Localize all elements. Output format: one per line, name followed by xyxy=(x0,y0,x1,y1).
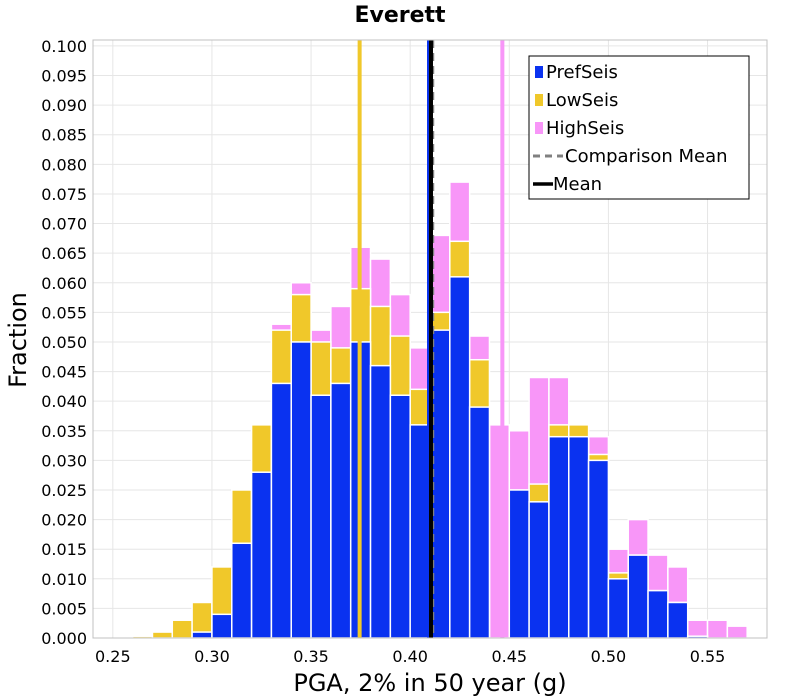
x-tick-label: 0.25 xyxy=(95,647,131,666)
y-tick-label: 0.000 xyxy=(41,629,87,648)
y-axis-label: Fraction xyxy=(4,292,32,388)
x-tick-label: 0.55 xyxy=(690,647,726,666)
y-tick-label: 0.080 xyxy=(41,155,87,174)
y-tick-label: 0.055 xyxy=(41,303,87,322)
y-tick-label: 0.100 xyxy=(41,37,87,56)
bar-prefseis xyxy=(369,364,392,639)
bars xyxy=(131,181,748,639)
bar-prefseis xyxy=(290,341,312,639)
x-tick-label: 0.30 xyxy=(194,647,230,666)
bar-prefseis xyxy=(191,631,213,639)
y-tick-label: 0.020 xyxy=(41,511,87,530)
bar-highseis xyxy=(488,424,511,639)
bar-prefseis xyxy=(667,601,689,639)
chart-title: Everett xyxy=(354,3,446,28)
bar-prefseis xyxy=(231,542,253,639)
bar-prefseis xyxy=(568,435,590,639)
x-tick-label: 0.45 xyxy=(491,647,527,666)
bar-prefseis xyxy=(389,394,411,639)
bar-prefseis xyxy=(627,554,649,639)
legend-swatch-lowseis xyxy=(535,94,543,106)
legend-label: Mean xyxy=(553,174,602,195)
y-tick-label: 0.015 xyxy=(41,540,87,559)
y-tick-label: 0.045 xyxy=(41,363,87,382)
legend-label: HighSeis xyxy=(546,118,624,139)
legend: PrefSeis LowSeis HighSeis Comparison Mean Me… xyxy=(528,55,750,200)
legend-swatch-highseis xyxy=(535,122,543,134)
legend-box xyxy=(528,55,750,200)
legend-label: LowSeis xyxy=(546,90,618,111)
y-tick-label: 0.035 xyxy=(41,422,87,441)
bar-highseis xyxy=(726,625,748,639)
bar-prefseis xyxy=(587,459,610,639)
y-tick-label: 0.070 xyxy=(41,215,87,234)
bar-prefseis xyxy=(250,471,273,639)
y-tick-label: 0.050 xyxy=(41,333,87,352)
x-tick-label: 0.35 xyxy=(293,647,329,666)
legend-swatch-prefseis xyxy=(535,66,543,78)
y-tick-label: 0.010 xyxy=(41,570,87,589)
x-tick-label: 0.50 xyxy=(591,647,627,666)
bar-prefseis xyxy=(270,382,292,639)
y-tick-label: 0.060 xyxy=(41,274,87,293)
bar-prefseis xyxy=(211,613,233,639)
x-axis-label: PGA, 2% in 50 year (g) xyxy=(293,669,566,697)
bar-lowseis xyxy=(171,619,193,639)
bar-highseis xyxy=(686,619,709,639)
x-tick-label: 0.40 xyxy=(392,647,428,666)
bar-prefseis xyxy=(607,578,629,639)
bar-prefseis xyxy=(647,589,669,639)
y-tick-label: 0.025 xyxy=(41,481,87,500)
y-tick-label: 0.040 xyxy=(41,392,87,411)
bar-prefseis xyxy=(548,435,570,639)
y-axis-ticks: 0.000 0.005 0.010 0.015 0.020 0.025 0.030 0.035… xyxy=(41,37,87,648)
bar-prefseis xyxy=(528,501,550,639)
bar-prefseis xyxy=(468,406,491,639)
y-tick-label: 0.005 xyxy=(41,599,87,618)
mean-lines xyxy=(357,40,505,638)
bar-lowseis xyxy=(151,631,174,639)
bar-prefseis xyxy=(449,276,471,639)
bar-prefseis xyxy=(508,489,530,639)
y-tick-label: 0.030 xyxy=(41,451,87,470)
plot-frame xyxy=(92,39,768,639)
y-tick-label: 0.095 xyxy=(41,67,87,86)
y-tick-label: 0.085 xyxy=(41,126,87,145)
bar-prefseis xyxy=(330,382,352,639)
bar-prefseis xyxy=(310,394,332,639)
y-tick-label: 0.075 xyxy=(41,185,87,204)
y-tick-label: 0.065 xyxy=(41,244,87,263)
x-axis-ticks: 0.25 0.30 0.35 0.40 0.45 0.50 0.55 xyxy=(95,647,725,666)
legend-label: Comparison Mean xyxy=(565,146,728,167)
y-tick-label: 0.090 xyxy=(41,96,87,115)
bar-highseis xyxy=(706,619,729,639)
legend-label: PrefSeis xyxy=(546,62,618,83)
